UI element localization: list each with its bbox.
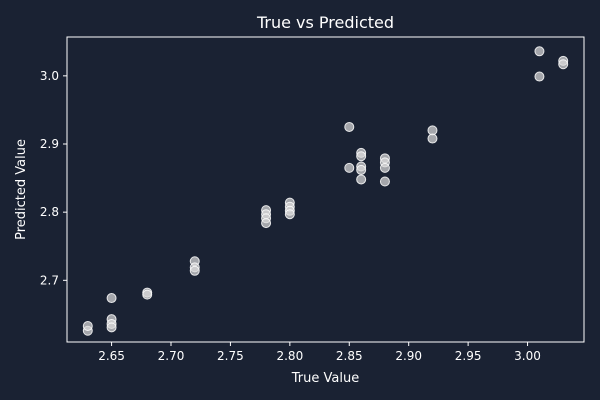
x-tick-label: 2.75 (217, 349, 244, 363)
x-axis-ticks: 2.65 2.70 2.75 2.80 2.85 2.90 2.95 3.00 (98, 342, 541, 363)
y-axis-label: Predicted Value (14, 139, 29, 240)
x-axis-label: True Value (291, 371, 359, 386)
chart-title: True vs Predicted (256, 13, 394, 32)
scatter-point-31 (427, 133, 438, 144)
points-layer (82, 46, 569, 336)
scatter-point-32 (534, 46, 545, 57)
scatter-point-1 (82, 320, 93, 331)
plot-frame (66, 36, 585, 343)
x-tick-label: 2.95 (455, 349, 482, 363)
y-axis-ticks: 2.7 2.8 2.9 3.0 (40, 69, 67, 287)
scatter-point-14 (261, 218, 272, 229)
scatter-point-22 (356, 151, 367, 162)
scatter-point-7 (142, 289, 153, 300)
y-tick-label: 2.9 (40, 137, 59, 151)
x-tick-label: 2.70 (158, 349, 185, 363)
scatter-point-18 (284, 209, 295, 220)
y-tick-label: 2.8 (40, 205, 59, 219)
scatter-point-24 (356, 164, 367, 175)
scatter-point-19 (344, 121, 355, 132)
scatter-point-29 (379, 176, 390, 187)
x-tick-label: 2.65 (98, 349, 125, 363)
y-tick-label: 3.0 (40, 69, 59, 83)
x-tick-label: 2.80 (276, 349, 303, 363)
x-tick-label: 3.00 (514, 349, 541, 363)
scatter-point-33 (534, 71, 545, 82)
y-tick-label: 2.7 (40, 273, 59, 287)
scatter-point-5 (106, 322, 117, 333)
scatter-point-35 (558, 59, 569, 70)
x-tick-label: 2.85 (336, 349, 363, 363)
scatter-point-28 (379, 162, 390, 173)
scatter-point-20 (344, 162, 355, 173)
x-tick-label: 2.90 (395, 349, 422, 363)
scatter-point-25 (356, 174, 367, 185)
scatter-point-2 (106, 293, 117, 304)
scatter-point-30 (427, 125, 438, 136)
scatter-point-10 (189, 265, 200, 276)
